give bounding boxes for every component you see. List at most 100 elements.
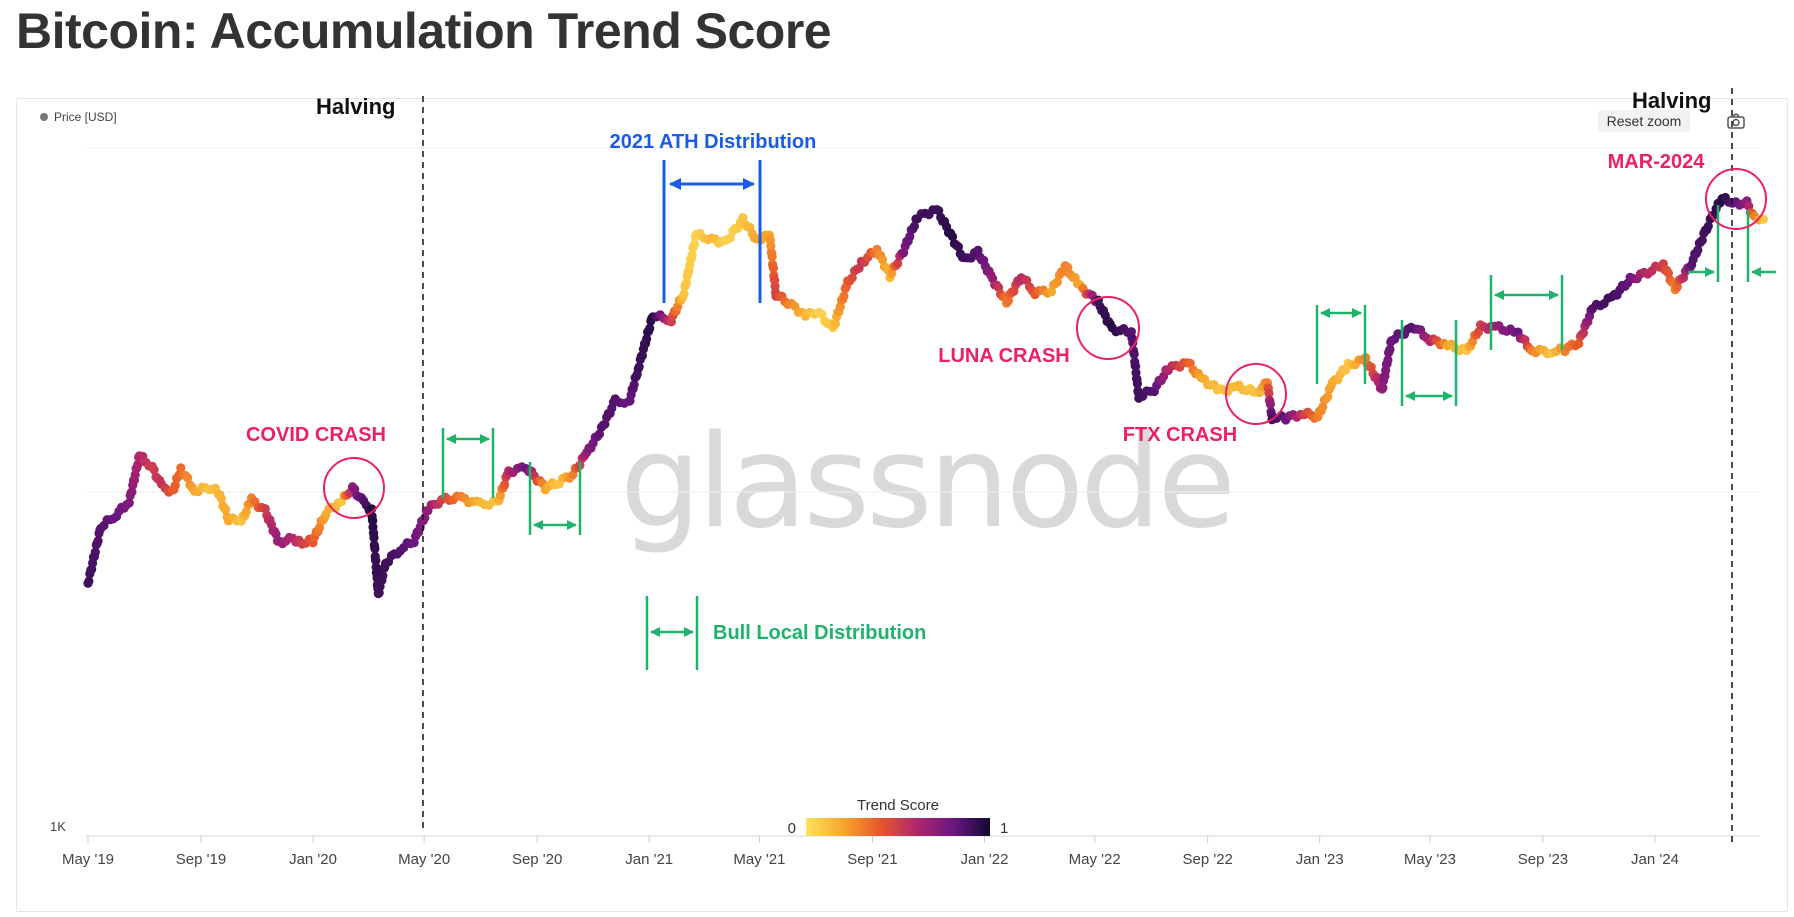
price-dot xyxy=(854,263,864,273)
price-dot xyxy=(1385,344,1395,354)
price-dot xyxy=(689,239,700,249)
price-dot xyxy=(127,487,137,497)
x-tick-label: May '20 xyxy=(398,851,450,868)
price-dot xyxy=(371,556,381,566)
crash-circle xyxy=(323,457,385,519)
price-dot xyxy=(634,362,644,372)
legend-dot-icon xyxy=(40,113,48,121)
price-dot xyxy=(738,213,748,223)
price-dot xyxy=(124,498,134,508)
bull-local-label: Bull Local Distribution xyxy=(713,622,926,644)
price-dot xyxy=(893,258,903,269)
price-dot xyxy=(1663,268,1673,278)
price-dot xyxy=(1318,402,1328,412)
price-dot xyxy=(183,473,193,483)
price-dot xyxy=(877,255,888,265)
price-line xyxy=(87,196,1764,595)
price-dot xyxy=(642,334,652,344)
halving-label: Halving xyxy=(316,94,395,119)
legend-price[interactable]: Price [USD] xyxy=(40,110,117,124)
price-dot xyxy=(953,242,964,252)
price-dot xyxy=(1378,383,1388,393)
reset-zoom-button[interactable]: Reset zoom xyxy=(1598,110,1690,132)
x-tick-label: Jan '22 xyxy=(961,851,1009,868)
price-series-line xyxy=(87,196,1764,595)
price-dot xyxy=(370,544,380,554)
x-tick-label: Sep '22 xyxy=(1182,851,1232,868)
chart-frame xyxy=(16,98,1788,912)
price-dot xyxy=(84,576,94,586)
crash-circle xyxy=(1705,168,1767,230)
price-dot xyxy=(221,505,231,515)
price-dot xyxy=(681,278,692,288)
price-dot xyxy=(947,231,958,242)
colorbar-min-label: 0 xyxy=(788,820,796,837)
crash-circle xyxy=(1225,363,1287,425)
price-dots xyxy=(83,192,1768,599)
price-dot xyxy=(500,480,510,490)
price-dot xyxy=(1265,399,1275,409)
luna-crash-label: LUNA CRASH xyxy=(938,345,1069,367)
x-tick-label: Jan '23 xyxy=(1296,851,1344,868)
price-dot xyxy=(149,465,159,475)
price-dot xyxy=(1383,355,1393,365)
price-dot xyxy=(271,529,281,539)
x-tick-label: May '19 xyxy=(62,851,114,868)
price-dot xyxy=(1063,262,1073,273)
price-dot xyxy=(687,250,697,260)
price-dot xyxy=(369,533,379,543)
price-dot xyxy=(1697,235,1707,245)
price-dot xyxy=(629,380,639,390)
legend-label: Price [USD] xyxy=(54,110,117,124)
covid-crash-label: COVID CRASH xyxy=(246,424,386,446)
price-dot xyxy=(847,273,857,283)
price-dot xyxy=(378,571,388,581)
x-tick-label: May '21 xyxy=(733,851,785,868)
trend-score-colorbar: Trend Score 0 1 xyxy=(788,797,1009,837)
x-ticks: May '19 Sep '19 Jan '20 May '20 Sep '20 Jan '… xyxy=(62,836,1679,868)
glassnode-watermark: glassnode xyxy=(620,408,1236,557)
price-dot xyxy=(170,480,180,490)
x-tick-label: Sep '21 xyxy=(847,851,897,868)
price-dot xyxy=(93,536,103,546)
price-dot xyxy=(973,245,983,255)
price-dot xyxy=(1693,245,1703,255)
price-dot xyxy=(1323,392,1333,402)
price-dot xyxy=(767,252,777,262)
price-dot xyxy=(90,547,100,557)
annotations: Halving Halving 2021 ATH Distribution Bull … xyxy=(246,88,1776,845)
x-tick-label: Jan '24 xyxy=(1631,851,1679,868)
page-title: Bitcoin: Accumulation Trend Score xyxy=(16,3,832,59)
price-dot xyxy=(1129,349,1139,359)
price-dot xyxy=(768,263,779,273)
x-tick-label: Sep '19 xyxy=(176,851,226,868)
price-dot xyxy=(1578,328,1588,338)
price-dot xyxy=(645,323,655,333)
price-dot xyxy=(830,319,841,329)
price-dot xyxy=(1703,221,1713,231)
x-tick-label: May '23 xyxy=(1404,851,1456,868)
price-dot xyxy=(1052,277,1062,287)
y-tick-label: 1K xyxy=(50,819,66,834)
ftx-crash-label: FTX CRASH xyxy=(1123,424,1237,446)
x-tick-label: May '22 xyxy=(1069,851,1121,868)
price-dot xyxy=(1574,339,1584,349)
price-dot xyxy=(133,460,143,470)
price-dot xyxy=(1046,287,1057,297)
halving-label: Halving xyxy=(1632,88,1711,113)
x-tick-label: Jan '21 xyxy=(625,851,673,868)
price-dot xyxy=(909,221,920,231)
camera-icon[interactable] xyxy=(1725,110,1747,132)
x-tick-label: Jan '20 xyxy=(289,851,337,868)
price-dot xyxy=(1264,388,1274,398)
price-dot xyxy=(839,291,849,301)
x-tick-label: Sep '20 xyxy=(512,851,562,868)
colorbar-gradient xyxy=(806,818,990,836)
mar-2024-label: MAR-2024 xyxy=(1608,151,1706,173)
price-dot xyxy=(679,289,689,299)
price-dot xyxy=(594,429,605,439)
x-tick-label: Sep '23 xyxy=(1518,851,1568,868)
price-dot xyxy=(1132,379,1142,389)
crash-circle xyxy=(1076,296,1140,360)
